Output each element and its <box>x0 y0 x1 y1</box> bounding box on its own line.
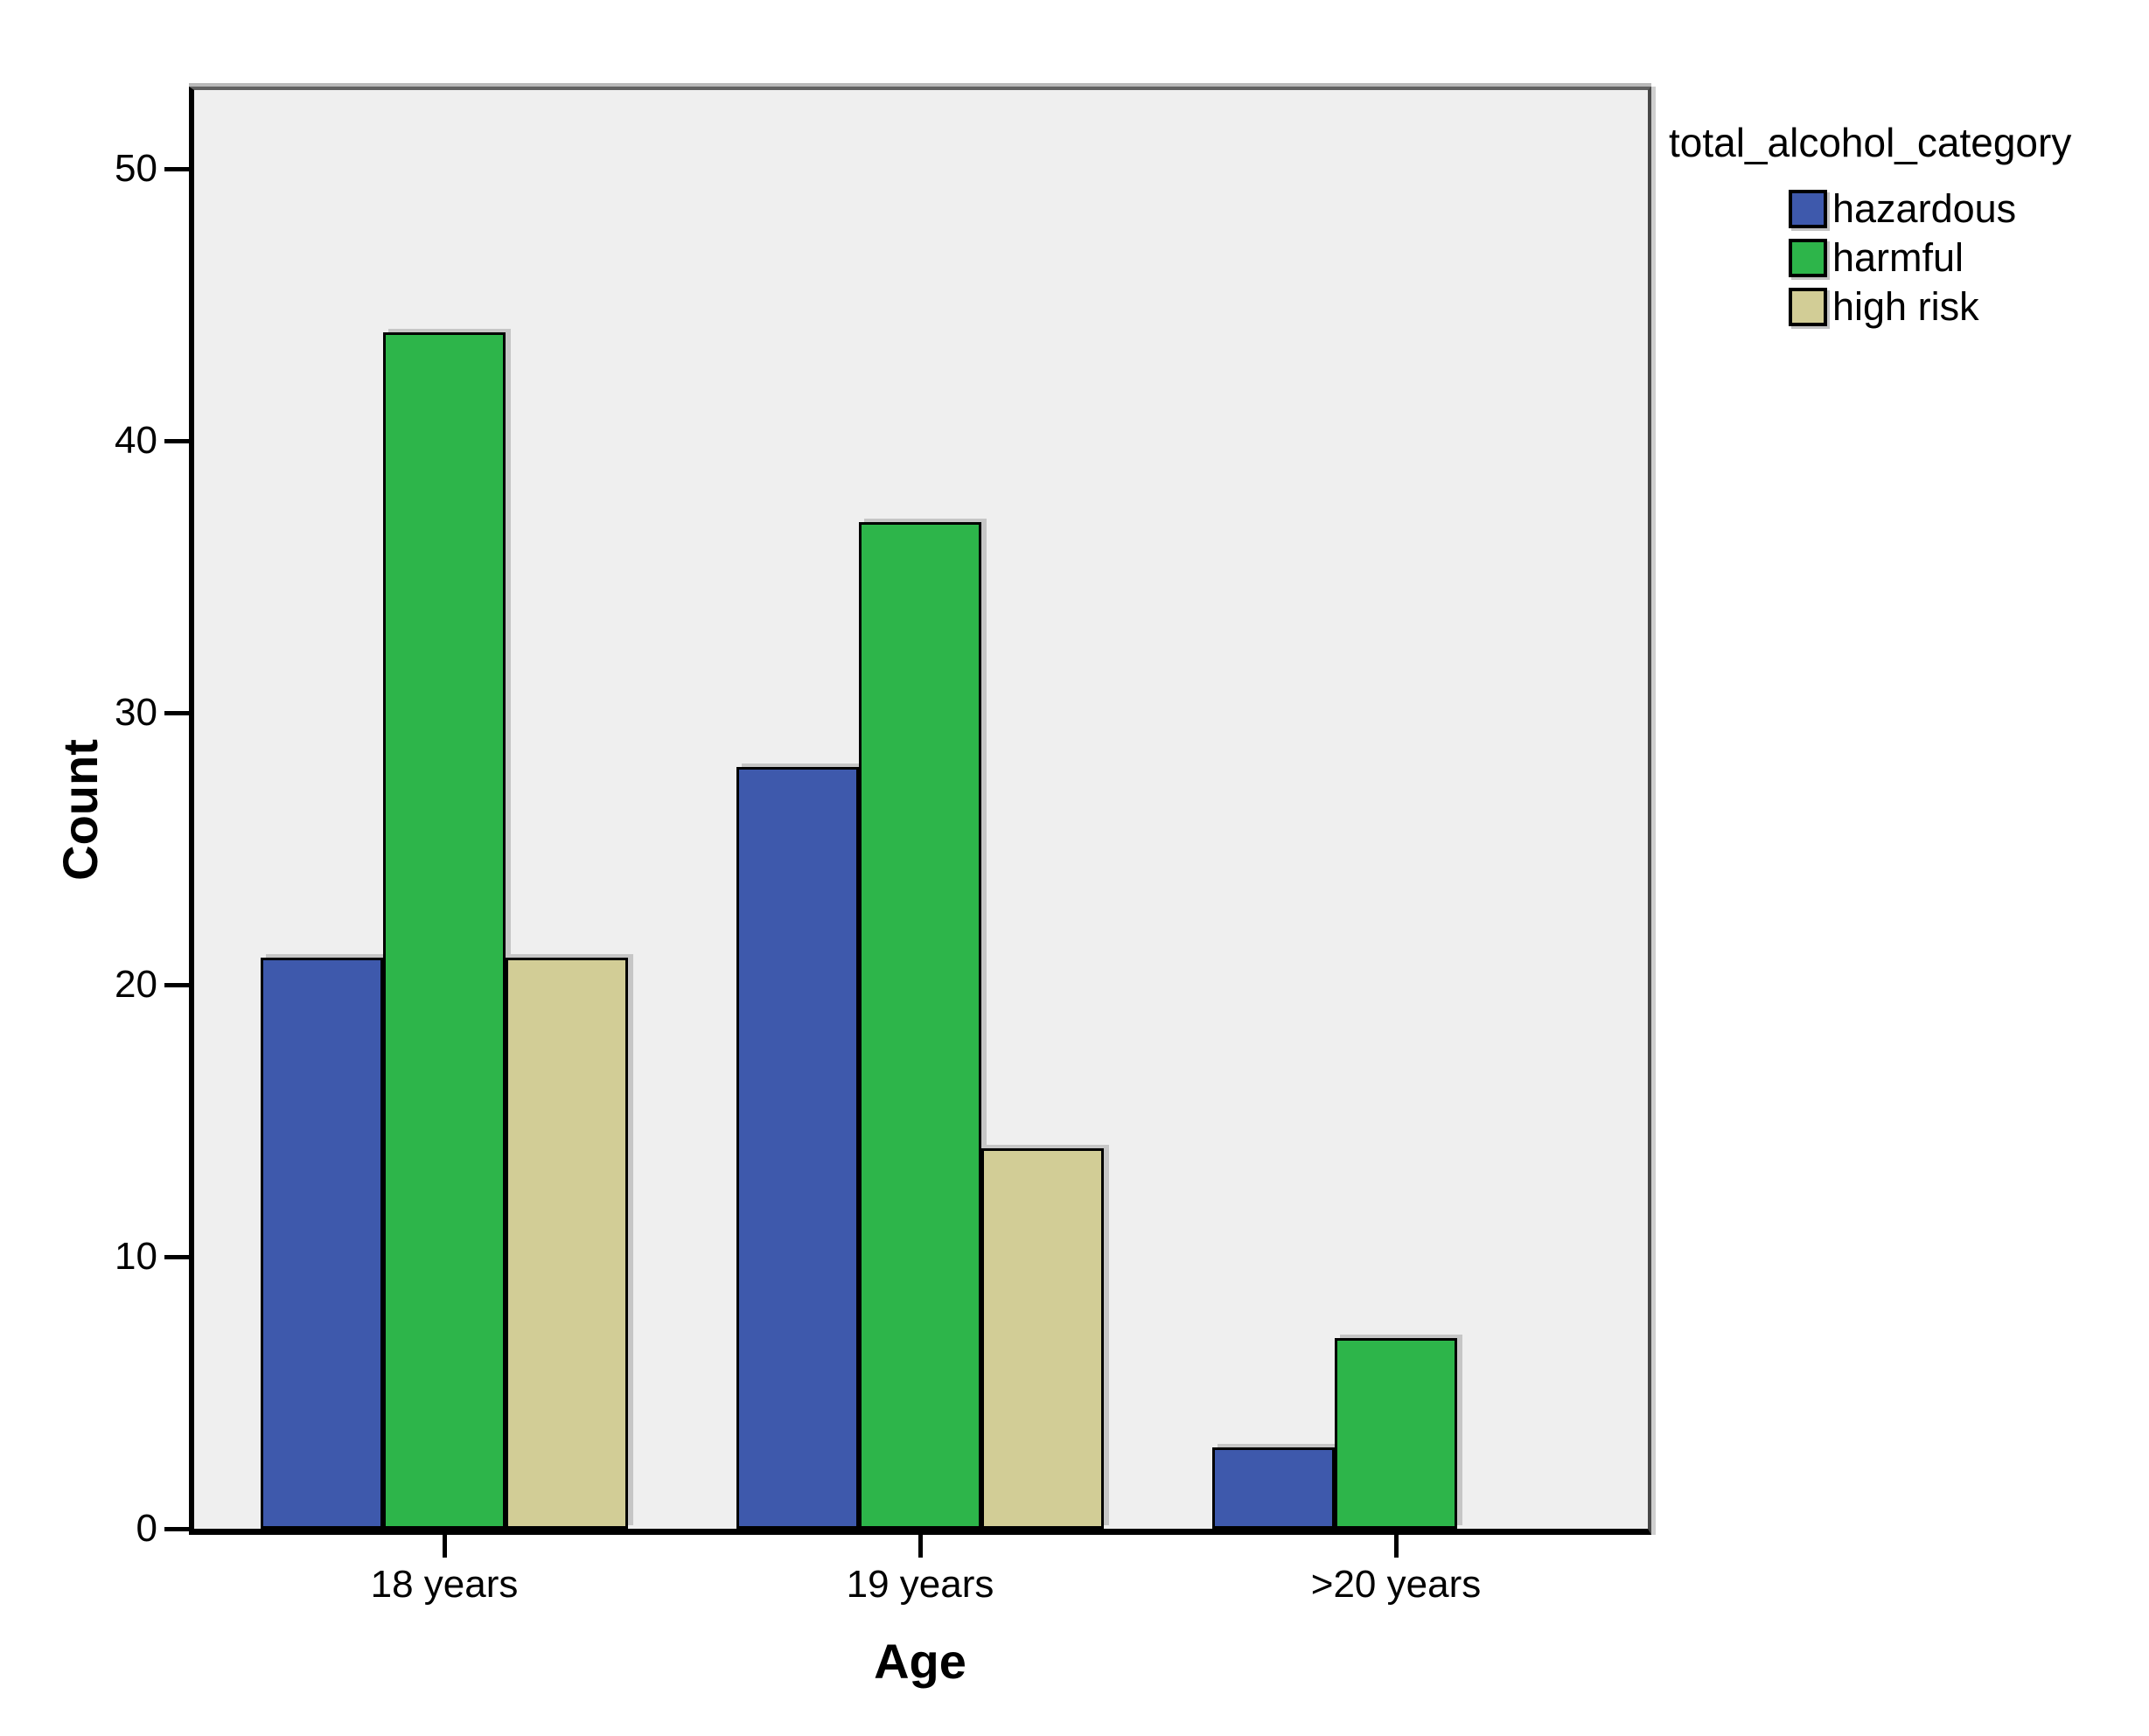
y-axis-title: Count <box>52 739 108 881</box>
legend-swatch-icon <box>1789 238 1827 277</box>
bar-high-risk-18-years <box>506 958 628 1529</box>
legend-item-label: harmful <box>1832 235 1964 281</box>
bar-hazardous-18-years <box>261 958 383 1529</box>
legend-item: harmful <box>1789 235 2141 281</box>
bar-hazardous--20-years <box>1212 1447 1335 1529</box>
y-tick <box>164 1527 192 1531</box>
y-tick <box>164 1255 192 1259</box>
legend-swatch-icon <box>1789 287 1827 326</box>
bar-hazardous-19-years <box>736 767 859 1529</box>
x-tick-label: 18 years <box>370 1563 519 1606</box>
legend: total_alcohol_category hazardous harmful h… <box>1669 121 2141 326</box>
x-axis-title: Age <box>874 1634 966 1689</box>
y-tick-label: 10 <box>115 1235 157 1278</box>
bar-harmful--20-years <box>1335 1338 1457 1529</box>
x-tick <box>1394 1535 1399 1558</box>
bar-harmful-19-years <box>859 522 981 1529</box>
legend-title: total_alcohol_category <box>1669 120 2072 165</box>
x-tick <box>443 1535 447 1558</box>
legend-item-label: high risk <box>1832 284 1979 330</box>
y-tick-label: 0 <box>136 1507 157 1550</box>
y-tick <box>164 711 192 715</box>
y-tick <box>164 983 192 987</box>
bar-harmful-18-years <box>383 332 506 1529</box>
bar-high-risk-19-years <box>981 1148 1104 1529</box>
legend-item: hazardous <box>1789 186 2141 232</box>
x-tick <box>918 1535 923 1558</box>
y-tick-label: 40 <box>115 419 157 462</box>
y-tick-label: 50 <box>115 147 157 190</box>
legend-item: high risk <box>1789 284 2141 330</box>
legend-item-label: hazardous <box>1832 186 2017 232</box>
legend-swatch-icon <box>1789 189 1827 228</box>
x-tick-label: 19 years <box>846 1563 994 1606</box>
legend-items: hazardous harmful high risk <box>1789 186 2141 330</box>
y-tick-label: 30 <box>115 691 157 734</box>
x-tick-label: >20 years <box>1310 1563 1482 1606</box>
y-tick-label: 20 <box>115 963 157 1006</box>
y-tick <box>164 167 192 171</box>
y-tick <box>164 439 192 443</box>
